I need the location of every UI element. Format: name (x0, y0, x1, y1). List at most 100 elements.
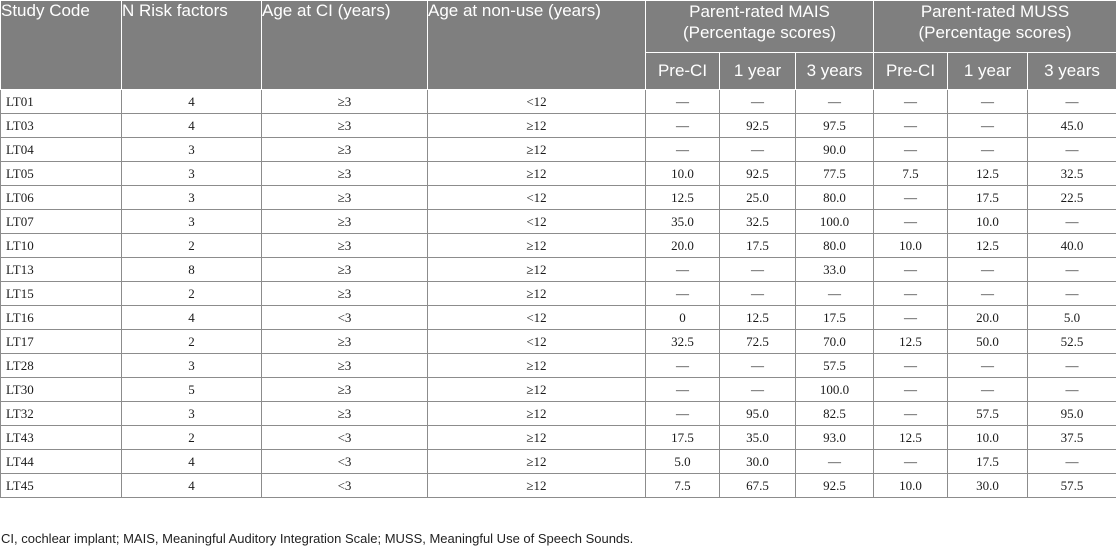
cell-n-risk-factors: 3 (121, 353, 262, 378)
cell-n-risk-factors: 8 (121, 257, 262, 282)
cell-muss-pre-ci: 12.5 (873, 425, 948, 450)
cell-age-at-non-use: ≥12 (427, 401, 646, 426)
cell-study-code: LT13 (0, 257, 122, 282)
cell-muss-pre-ci: — (873, 401, 948, 426)
cell-muss-1-year: 10.0 (947, 425, 1028, 450)
cell-age-at-non-use: <12 (427, 209, 646, 234)
header-mais-subtitle: (Percentage scores) (682, 23, 837, 42)
table-row: LT43 2 <3 ≥12 17.5 35.0 93.0 12.5 10.0 37.5 (0, 425, 1116, 450)
cell-mais-3-years: 80.0 (795, 185, 874, 210)
cell-study-code: LT44 (0, 449, 122, 474)
cell-muss-pre-ci: — (873, 137, 948, 162)
results-table: Study Code N Risk factors Age at CI (yea… (0, 0, 1116, 498)
cell-n-risk-factors: 2 (121, 233, 262, 258)
cell-muss-1-year: 57.5 (947, 401, 1028, 426)
cell-mais-1-year: — (719, 257, 796, 282)
table-row: LT16 4 <3 <12 0 12.5 17.5—20.0 5.0 (0, 305, 1116, 330)
cell-mais-pre-ci: 5.0 (645, 449, 720, 474)
cell-study-code: LT17 (0, 329, 122, 354)
cell-mais-pre-ci: — (645, 257, 720, 282)
cell-muss-1-year: 12.5 (947, 233, 1028, 258)
header-n-risk-factors: N Risk factors (121, 0, 262, 90)
table-row: LT32 3 ≥3 ≥12—95.0 82.5—57.5 95.0 (0, 401, 1116, 426)
cell-mais-1-year: 67.5 (719, 473, 796, 498)
cell-age-at-ci: ≥3 (261, 281, 428, 306)
table-row: LT03 4 ≥3 ≥12—92.5 97.5— —45.0 (0, 113, 1116, 138)
table-body: LT01 4 ≥3 <12— — — — — — LT03 4 ≥3 ≥12—92.5 97.5— —45.… (0, 89, 1116, 498)
cell-mais-1-year: — (719, 137, 796, 162)
cell-mais-3-years: 70.0 (795, 329, 874, 354)
cell-age-at-ci: <3 (261, 449, 428, 474)
cell-n-risk-factors: 4 (121, 449, 262, 474)
cell-mais-pre-ci: 0 (645, 305, 720, 330)
cell-mais-3-years: — (795, 281, 874, 306)
cell-muss-3-years: — (1027, 137, 1116, 162)
cell-age-at-ci: ≥3 (261, 257, 428, 282)
cell-age-at-non-use: ≥12 (427, 425, 646, 450)
cell-muss-1-year: — (947, 137, 1028, 162)
cell-muss-pre-ci: — (873, 209, 948, 234)
header-row-sub: Pre-CI 1 year 3 years Pre-CI 1 year 3 ye… (1, 52, 1116, 90)
cell-age-at-non-use: ≥12 (427, 161, 646, 186)
table-row: LT44 4 <3 ≥12 5.0 30.0— —17.5— (0, 449, 1116, 474)
cell-muss-pre-ci: — (873, 257, 948, 282)
cell-mais-pre-ci: 20.0 (645, 233, 720, 258)
cell-mais-1-year: 95.0 (719, 401, 796, 426)
cell-n-risk-factors: 3 (121, 185, 262, 210)
cell-muss-pre-ci: 10.0 (873, 233, 948, 258)
header-muss-1-year: 1 year (947, 52, 1028, 90)
cell-mais-pre-ci: — (645, 401, 720, 426)
cell-mais-1-year: 92.5 (719, 161, 796, 186)
cell-study-code: LT04 (0, 137, 122, 162)
header-muss-group: Parent-rated MUSS (Percentage scores) (873, 0, 1116, 53)
cell-age-at-ci: ≥3 (261, 137, 428, 162)
cell-mais-1-year: 30.0 (719, 449, 796, 474)
cell-mais-3-years: 92.5 (795, 473, 874, 498)
cell-mais-1-year: 32.5 (719, 209, 796, 234)
cell-mais-3-years: 97.5 (795, 113, 874, 138)
cell-age-at-ci: ≥3 (261, 209, 428, 234)
cell-n-risk-factors: 2 (121, 425, 262, 450)
cell-age-at-non-use: ≥12 (427, 281, 646, 306)
cell-mais-3-years: 93.0 (795, 425, 874, 450)
cell-age-at-non-use: ≥12 (427, 233, 646, 258)
cell-mais-pre-ci: — (645, 137, 720, 162)
cell-study-code: LT43 (0, 425, 122, 450)
header-age-at-ci: Age at CI (years) (261, 0, 428, 90)
cell-age-at-ci: ≥3 (261, 233, 428, 258)
table-row: LT30 5 ≥3 ≥12— —100.0— — — (0, 377, 1116, 402)
cell-muss-pre-ci: — (873, 113, 948, 138)
cell-muss-3-years: — (1027, 377, 1116, 402)
cell-mais-3-years: 17.5 (795, 305, 874, 330)
cell-mais-1-year: 92.5 (719, 113, 796, 138)
table-row: LT07 3 ≥3 <12 35.0 32.5 100.0—10.0— (0, 209, 1116, 234)
table-row: LT17 2 ≥3 <12 32.5 72.5 70.0 12.5 50.0 52.5 (0, 329, 1116, 354)
cell-age-at-ci: ≥3 (261, 161, 428, 186)
cell-mais-pre-ci: 10.0 (645, 161, 720, 186)
cell-study-code: LT32 (0, 401, 122, 426)
cell-mais-3-years: — (795, 449, 874, 474)
header-mais-title: Parent-rated MAIS (689, 2, 830, 21)
header-muss-title: Parent-rated MUSS (920, 2, 1070, 21)
cell-muss-1-year: — (947, 257, 1028, 282)
cell-mais-1-year: — (719, 353, 796, 378)
cell-n-risk-factors: 4 (121, 305, 262, 330)
cell-muss-1-year: — (947, 113, 1028, 138)
cell-muss-pre-ci: — (873, 185, 948, 210)
cell-muss-pre-ci: 7.5 (873, 161, 948, 186)
cell-age-at-ci: <3 (261, 305, 428, 330)
header-mais-group: Parent-rated MAIS (Percentage scores) (645, 0, 874, 53)
cell-study-code: LT45 (0, 473, 122, 498)
cell-muss-1-year: 10.0 (947, 209, 1028, 234)
cell-muss-pre-ci: — (873, 281, 948, 306)
cell-muss-1-year: — (947, 281, 1028, 306)
cell-age-at-non-use: ≥12 (427, 137, 646, 162)
cell-age-at-ci: <3 (261, 425, 428, 450)
cell-age-at-ci: ≥3 (261, 401, 428, 426)
cell-muss-1-year: — (947, 353, 1028, 378)
cell-age-at-ci: ≥3 (261, 329, 428, 354)
table-row: LT06 3 ≥3 <12 12.5 25.0 80.0—17.5 22.5 (0, 185, 1116, 210)
cell-muss-3-years: — (1027, 257, 1116, 282)
cell-mais-3-years: — (795, 89, 874, 114)
cell-muss-pre-ci: — (873, 449, 948, 474)
